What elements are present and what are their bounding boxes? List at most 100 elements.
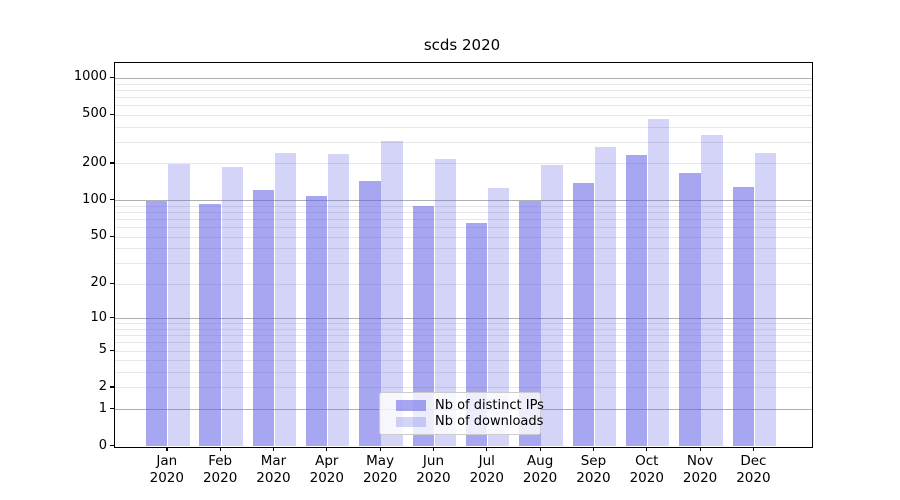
x-axis-tick-label: Dec 2020 (736, 452, 771, 486)
gridline-minor (114, 141, 812, 143)
x-axis-tick-label: Oct 2020 (629, 452, 664, 486)
legend-item-distinct-ips: Nb of distinct IPs (396, 397, 544, 413)
y-axis-tick-label: 2 (98, 378, 107, 394)
y-axis-tick-mark (109, 76, 114, 79)
x-axis-tick-mark (699, 446, 701, 451)
y-axis-tick-mark (109, 199, 114, 201)
gridline-minor (114, 323, 812, 325)
gridline-minor (114, 89, 812, 91)
y-axis-tick-label: 500 (82, 106, 107, 122)
bar-downloads (328, 154, 350, 447)
y-axis-tick-label: 1 (98, 400, 107, 416)
gridline-minor (114, 96, 812, 98)
bar-distinct-ips (412, 206, 435, 447)
x-axis-tick-mark (432, 446, 435, 451)
y-axis-tick-mark (109, 408, 114, 410)
x-axis-tick-label: Mar 2020 (256, 452, 291, 486)
gridline-minor (114, 360, 812, 362)
bar-distinct-ips (732, 187, 755, 447)
y-axis-tick-mark (109, 386, 114, 388)
bar-distinct-ips (679, 172, 701, 447)
x-axis-tick-label: Apr 2020 (309, 452, 344, 486)
y-axis-tick-label: 100 (82, 191, 107, 207)
x-axis-tick-label: May 2020 (362, 452, 398, 486)
bar-downloads (648, 118, 670, 447)
bar-downloads (701, 134, 723, 447)
bar-downloads (381, 141, 403, 447)
x-axis-tick-mark (166, 446, 168, 451)
x-axis-tick-mark (539, 446, 541, 451)
bar-distinct-ips (359, 181, 381, 447)
bar-distinct-ips (199, 204, 221, 447)
bar-distinct-ips (306, 196, 328, 447)
bar-distinct-ips (626, 155, 648, 447)
gridline-minor (114, 263, 812, 265)
bar-distinct-ips (466, 223, 488, 447)
x-axis-tick-label: Jul 2020 (469, 452, 504, 486)
gridline-minor (114, 205, 812, 207)
x-axis-tick-label: Sep 2020 (576, 452, 611, 486)
bar-downloads (168, 164, 190, 447)
y-axis-tick-mark (109, 282, 114, 284)
gridline-minor (114, 283, 812, 285)
x-axis-tick-mark (486, 446, 488, 451)
gridline-minor (114, 372, 812, 374)
y-axis-tick-mark (109, 349, 114, 351)
x-axis-tick-mark (379, 446, 381, 451)
gridline-minor (114, 328, 812, 330)
bar-distinct-ips (572, 182, 595, 447)
y-axis-tick-label: 0 (98, 437, 107, 453)
x-axis-tick-label: Nov 2020 (682, 452, 718, 486)
gridline-minor (114, 342, 812, 344)
x-axis-tick-mark (592, 446, 595, 451)
y-axis-tick-label: 50 (90, 228, 107, 244)
y-axis-tick-label: 200 (82, 154, 107, 170)
y-axis-tick-label: 1000 (73, 69, 107, 85)
bar-downloads (274, 153, 297, 447)
gridline-minor (114, 335, 812, 337)
y-axis-tick-mark (109, 235, 114, 237)
bar-distinct-ips (146, 200, 168, 447)
x-axis-tick-mark (646, 446, 648, 451)
y-axis-tick-mark (109, 162, 114, 164)
legend-swatch-distinct-ips (396, 400, 426, 411)
bar-downloads (221, 166, 243, 447)
bar-distinct-ips (519, 201, 541, 447)
gridline-minor (114, 114, 812, 116)
gridline-major (114, 77, 812, 79)
gridline-minor (114, 387, 812, 389)
bar-downloads (594, 147, 617, 447)
y-axis-tick-label: 5 (98, 342, 107, 358)
bar-downloads (488, 188, 510, 447)
x-axis-tick-label: Jun 2020 (416, 452, 451, 486)
gridline-minor (114, 218, 812, 220)
gridline-minor (114, 248, 812, 250)
x-axis-tick-mark (219, 446, 221, 451)
plot-area: Nb of distinct IPs Nb of downloads (113, 61, 813, 448)
legend-label-downloads: Nb of downloads (435, 414, 544, 430)
x-axis-tick-label: Aug 2020 (522, 452, 558, 486)
y-axis-tick-mark (109, 317, 114, 319)
gridline-minor (114, 126, 812, 128)
x-axis-tick-label: Jan 2020 (149, 452, 184, 486)
y-axis-tick-label: 10 (90, 309, 107, 325)
chart-title: scds 2020 (423, 36, 501, 54)
legend-swatch-downloads (396, 416, 426, 427)
y-axis-tick-label: 20 (90, 275, 107, 291)
legend-item-downloads: Nb of downloads (396, 414, 543, 430)
bar-downloads (434, 159, 457, 447)
gridline-major (114, 200, 812, 202)
y-axis-tick-mark (109, 113, 114, 116)
x-axis-tick-mark (752, 446, 755, 451)
gridline-minor (114, 83, 812, 85)
bar-downloads (541, 164, 563, 447)
gridline-minor (114, 227, 812, 228)
bar-downloads (754, 153, 777, 447)
gridline-minor (114, 163, 812, 165)
gridline-minor (114, 105, 812, 107)
gridline-minor (114, 236, 812, 238)
x-axis-tick-label: Feb 2020 (202, 452, 238, 486)
y-axis-tick-mark (109, 445, 114, 447)
x-axis-tick-mark (272, 446, 275, 451)
